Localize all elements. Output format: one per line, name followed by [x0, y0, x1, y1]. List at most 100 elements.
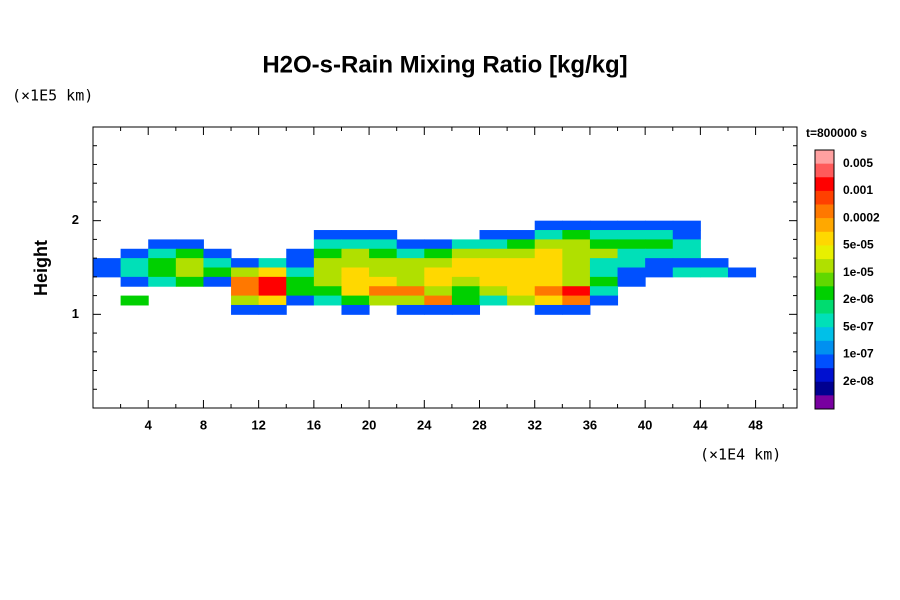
- field-cell: [589, 230, 619, 240]
- field-cell: [534, 230, 563, 240]
- colorbar-bin: [815, 381, 834, 396]
- field-cell: [589, 248, 619, 259]
- field-cell: [424, 286, 453, 297]
- field-cell: [369, 286, 398, 297]
- chart-title: H2O-s-Rain Mixing Ratio [kg/kg]: [262, 51, 627, 78]
- field-cell: [313, 267, 342, 278]
- colorbar-bin: [815, 177, 834, 192]
- colorbar-label: 0.001: [843, 183, 873, 197]
- plot-frame: [92, 126, 798, 409]
- field-cell: [700, 267, 729, 278]
- colorbar-bin: [815, 231, 834, 246]
- field-cell: [369, 276, 398, 287]
- field-cell: [424, 295, 453, 306]
- field-cell: [396, 248, 425, 259]
- field-cell: [479, 239, 508, 250]
- colorbar-bin: [815, 395, 834, 410]
- field-cell: [148, 258, 177, 268]
- field-cell: [396, 276, 425, 287]
- x-tick-label: 28: [472, 417, 486, 432]
- field-cell: [534, 239, 563, 250]
- field-cell: [507, 295, 536, 306]
- field-cell: [424, 304, 453, 315]
- field-cell: [617, 220, 646, 231]
- y-tick-label: 1: [72, 306, 79, 321]
- field-cell: [451, 248, 481, 259]
- field-cell: [534, 258, 563, 268]
- field-cell: [148, 267, 177, 278]
- field-cell: [562, 286, 591, 297]
- colorbar-bin: [815, 204, 834, 219]
- x-tick-label: 32: [527, 417, 541, 432]
- field-cell: [175, 267, 204, 278]
- field-cell: [451, 295, 481, 306]
- y-tick-label: 2: [72, 212, 79, 227]
- field-cell: [507, 258, 536, 268]
- y-axis-label: Height: [31, 240, 51, 296]
- colorbar-frame: [814, 149, 835, 410]
- field-cell: [231, 304, 260, 315]
- field-cell: [672, 248, 701, 259]
- colorbar-bin: [815, 340, 834, 355]
- field-cell: [479, 286, 508, 297]
- field-cell: [369, 295, 398, 306]
- field-cell: [562, 239, 591, 250]
- colorbar-bin: [815, 163, 834, 178]
- field-cell: [286, 276, 315, 287]
- field-cell: [617, 267, 646, 278]
- field-cell: [120, 258, 149, 268]
- field-cell: [369, 230, 398, 240]
- field-cell: [534, 220, 563, 231]
- field-cell: [645, 267, 674, 278]
- x-tick-label: 24: [417, 417, 432, 432]
- field-cell: [562, 220, 591, 231]
- field-cell: [562, 295, 591, 306]
- field-cell: [175, 276, 204, 287]
- field-cell: [93, 258, 122, 268]
- field-cell: [341, 304, 370, 315]
- field-cell: [258, 267, 287, 278]
- field-cell: [231, 276, 260, 287]
- field-cell: [369, 239, 398, 250]
- field-cell: [396, 304, 425, 315]
- field-cell: [672, 267, 701, 278]
- colorbar-bin: [815, 286, 834, 301]
- y-unit: (×1E5 km): [12, 87, 93, 105]
- colorbar-bin: [815, 259, 834, 273]
- colorbar-bin: [815, 327, 834, 342]
- colorbar-bin: [815, 368, 834, 383]
- field-cell: [617, 248, 646, 259]
- x-tick-label: 16: [307, 417, 321, 432]
- field-cell: [396, 295, 425, 306]
- field-cell: [286, 267, 315, 278]
- x-tick-label: 36: [583, 417, 597, 432]
- colorbar-bin: [815, 313, 834, 328]
- field-cell: [589, 239, 619, 250]
- field-cell: [313, 295, 342, 306]
- field-cell: [286, 258, 315, 268]
- field-cell: [286, 286, 315, 297]
- field-cell: [727, 267, 757, 278]
- colorbar-bin: [815, 245, 834, 260]
- field-cell: [507, 248, 536, 259]
- field-cell: [341, 267, 370, 278]
- x-tick-label: 20: [362, 417, 376, 432]
- field-cell: [562, 248, 591, 259]
- colorbar-label: 5e-07: [843, 319, 874, 333]
- field-cell: [258, 304, 287, 315]
- field-cell: [451, 276, 481, 287]
- field-cell: [451, 239, 481, 250]
- field-cell: [451, 267, 481, 278]
- field-cell: [479, 258, 508, 268]
- field-cell: [424, 276, 453, 287]
- field-cell: [617, 239, 646, 250]
- field-cell: [341, 276, 370, 287]
- colorbar-bin: [815, 190, 834, 205]
- field-cell: [645, 239, 674, 250]
- field-cell: [369, 267, 398, 278]
- field-cell: [479, 276, 508, 287]
- x-unit: (×1E4 km): [700, 446, 781, 464]
- field-cell: [175, 239, 204, 250]
- field-cell: [617, 276, 646, 287]
- field-cell: [231, 286, 260, 297]
